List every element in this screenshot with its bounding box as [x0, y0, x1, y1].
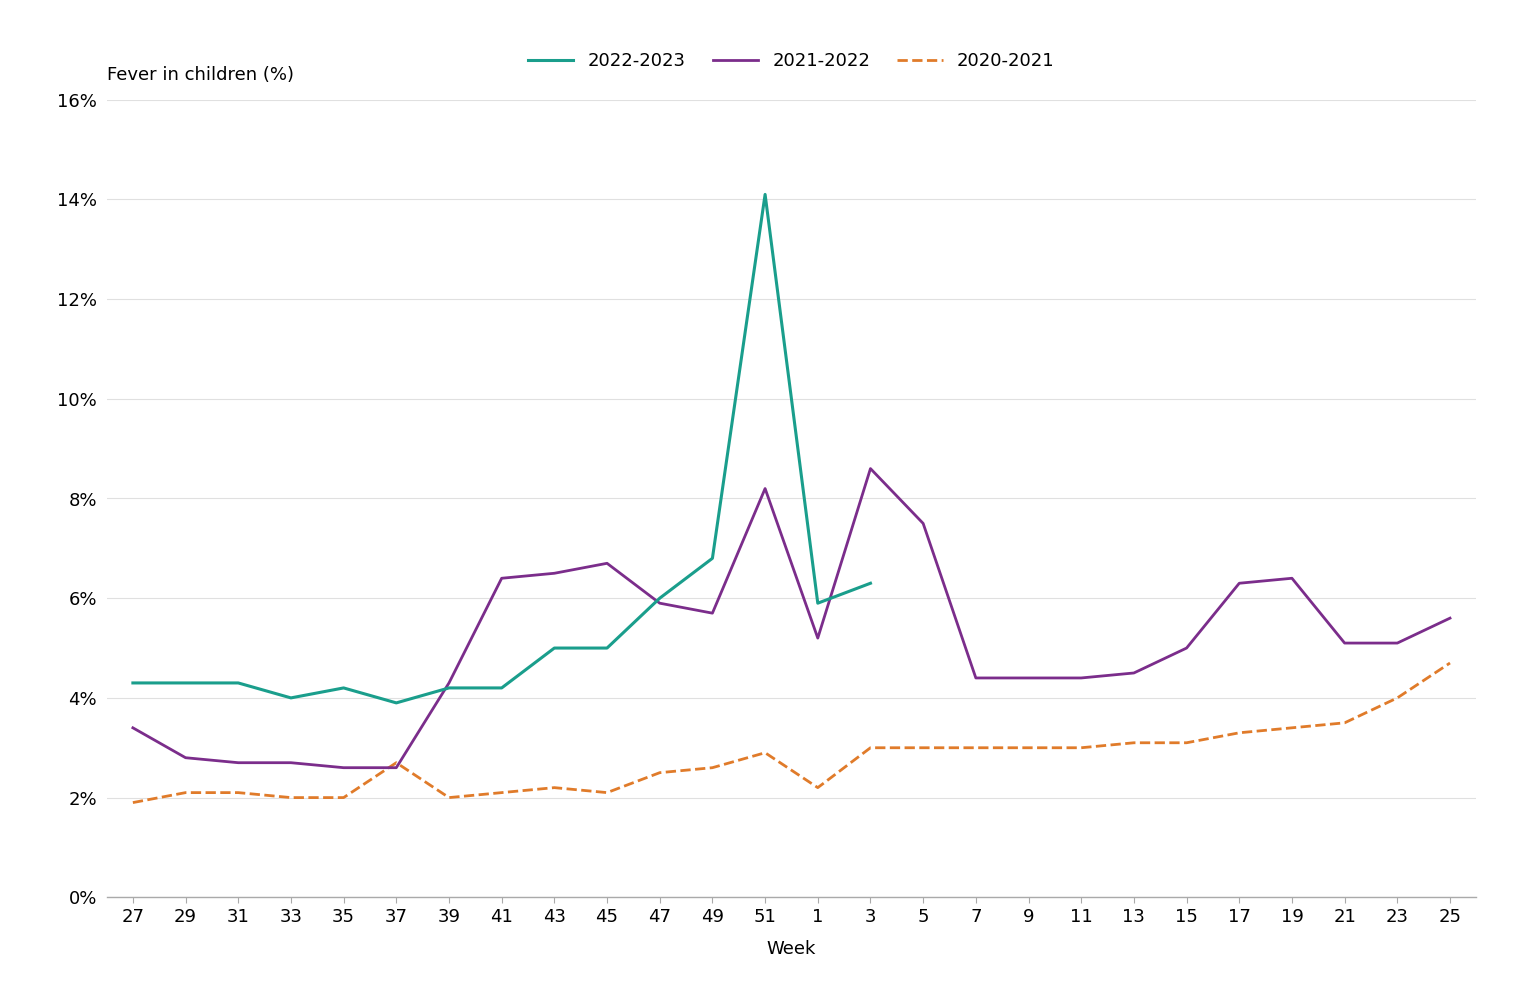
2021-2022	[1283, 572, 1301, 584]
Text: Fever in children (%): Fever in children (%)	[107, 66, 294, 84]
2021-2022	[387, 762, 405, 774]
2020-2021	[440, 792, 458, 804]
2022-2023	[598, 642, 616, 654]
2020-2021	[1178, 737, 1196, 749]
2021-2022	[335, 762, 353, 774]
2020-2021	[598, 787, 616, 799]
2020-2021	[1283, 722, 1301, 734]
2020-2021	[1020, 742, 1038, 754]
2021-2022	[703, 607, 721, 619]
Legend: 2022-2023, 2021-2022, 2020-2021: 2022-2023, 2021-2022, 2020-2021	[521, 45, 1062, 78]
2021-2022	[282, 757, 300, 769]
2021-2022	[230, 757, 248, 769]
2020-2021	[915, 742, 933, 754]
2022-2023	[440, 682, 458, 694]
2021-2022	[1388, 637, 1406, 649]
2021-2022	[1071, 672, 1090, 684]
2021-2022	[598, 557, 616, 569]
2022-2023	[335, 682, 353, 694]
2021-2022	[1335, 637, 1353, 649]
2022-2023	[387, 697, 405, 709]
2020-2021	[123, 797, 142, 809]
2021-2022	[808, 632, 826, 644]
2022-2023	[545, 642, 563, 654]
2021-2022	[966, 672, 985, 684]
2022-2023	[650, 592, 668, 604]
2021-2022	[1020, 672, 1038, 684]
2021-2022	[493, 572, 511, 584]
Line: 2022-2023: 2022-2023	[132, 194, 871, 703]
2020-2021	[650, 767, 668, 779]
2021-2022	[1230, 577, 1248, 589]
2021-2022	[1441, 612, 1460, 624]
2022-2023	[123, 677, 142, 689]
2021-2022	[650, 597, 668, 609]
2020-2021	[230, 787, 248, 799]
2021-2022	[756, 483, 775, 495]
2020-2021	[1441, 657, 1460, 669]
2022-2023	[861, 577, 880, 589]
2020-2021	[1071, 742, 1090, 754]
2020-2021	[387, 757, 405, 769]
2020-2021	[966, 742, 985, 754]
Line: 2020-2021: 2020-2021	[132, 663, 1450, 803]
2022-2023	[282, 692, 300, 704]
2021-2022	[1178, 642, 1196, 654]
2020-2021	[493, 787, 511, 799]
2021-2022	[1125, 667, 1143, 679]
2020-2021	[282, 792, 300, 804]
2021-2022	[440, 677, 458, 689]
2021-2022	[545, 567, 563, 579]
2022-2023	[493, 682, 511, 694]
2020-2021	[177, 787, 195, 799]
Line: 2021-2022: 2021-2022	[132, 469, 1450, 768]
2022-2023	[756, 188, 775, 200]
2022-2023	[808, 597, 826, 609]
2021-2022	[123, 722, 142, 734]
2020-2021	[808, 782, 826, 794]
2022-2023	[177, 677, 195, 689]
2020-2021	[335, 792, 353, 804]
X-axis label: Week: Week	[767, 939, 816, 957]
2022-2023	[230, 677, 248, 689]
2020-2021	[1335, 717, 1353, 729]
2020-2021	[1125, 737, 1143, 749]
2020-2021	[703, 762, 721, 774]
2021-2022	[915, 517, 933, 529]
2021-2022	[177, 752, 195, 764]
2020-2021	[861, 742, 880, 754]
2020-2021	[545, 782, 563, 794]
2020-2021	[756, 747, 775, 759]
2022-2023	[703, 552, 721, 564]
2021-2022	[861, 463, 880, 475]
2020-2021	[1230, 727, 1248, 739]
2020-2021	[1388, 692, 1406, 704]
